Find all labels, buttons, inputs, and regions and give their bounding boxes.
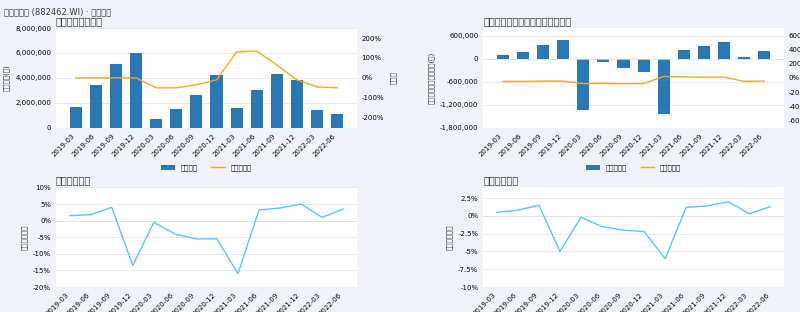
Legend: 归属净利润, 同比增长率: 归属净利润, 同比增长率 xyxy=(583,162,684,174)
Bar xyxy=(738,57,750,59)
Text: 电影与娱乐 (882462.WI) · 财务数据: 电影与娱乐 (882462.WI) · 财务数据 xyxy=(4,8,111,17)
Bar xyxy=(90,85,102,128)
Y-axis label: 总资产净利率: 总资产净利率 xyxy=(446,225,453,250)
Text: 总资产净利率: 总资产净利率 xyxy=(483,175,518,185)
Bar xyxy=(537,45,549,59)
Bar xyxy=(331,114,343,128)
Bar xyxy=(210,76,222,128)
Bar xyxy=(698,46,710,59)
Bar xyxy=(497,55,509,59)
Bar xyxy=(598,59,610,62)
Text: 归属母公司股东的净利润及增长率: 归属母公司股东的净利润及增长率 xyxy=(483,16,571,26)
Bar xyxy=(758,51,770,59)
Y-axis label: 归属母公司股东净利润(元): 归属母公司股东净利润(元) xyxy=(428,52,434,104)
Bar xyxy=(170,109,182,128)
Bar xyxy=(250,90,262,128)
Bar xyxy=(130,53,142,128)
Y-axis label: 净资产收益率: 净资产收益率 xyxy=(21,225,27,250)
Bar xyxy=(230,108,242,128)
Text: 净资产收益率: 净资产收益率 xyxy=(56,175,91,185)
Legend: 营业收入, 同比增长率: 营业收入, 同比增长率 xyxy=(158,162,254,174)
Text: 营业收入及增长率: 营业收入及增长率 xyxy=(56,16,103,26)
Bar xyxy=(270,74,283,128)
Bar xyxy=(718,42,730,59)
Bar xyxy=(678,50,690,59)
Y-axis label: 增长率: 增长率 xyxy=(390,71,397,84)
Bar xyxy=(618,59,630,68)
Y-axis label: 营业收入(元): 营业收入(元) xyxy=(3,65,10,91)
Bar xyxy=(557,40,570,59)
Bar xyxy=(110,64,122,128)
Bar xyxy=(638,59,650,72)
Bar xyxy=(578,59,590,110)
Bar xyxy=(517,52,529,59)
Bar xyxy=(658,59,670,114)
Bar xyxy=(150,119,162,128)
Bar xyxy=(70,106,82,128)
Bar xyxy=(190,95,202,128)
Bar xyxy=(291,80,303,128)
Bar xyxy=(311,110,323,128)
